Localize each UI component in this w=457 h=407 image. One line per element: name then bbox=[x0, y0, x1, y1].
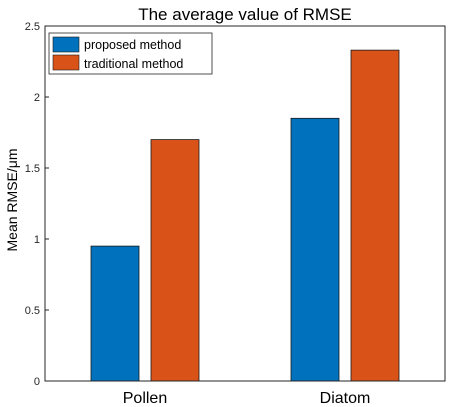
legend-swatch-proposed bbox=[52, 36, 80, 53]
y-tick-label: 1.5 bbox=[25, 163, 40, 175]
y-tick-label: 2 bbox=[34, 92, 40, 104]
bar-diatom-proposed bbox=[290, 117, 340, 382]
legend-label-proposed: proposed method bbox=[84, 38, 181, 52]
y-ticks-group: 0 0.5 1 1.5 2 2.5 bbox=[25, 21, 49, 388]
bar-pollen-proposed bbox=[90, 245, 140, 382]
y-tick-label: 1 bbox=[34, 234, 40, 246]
bars-group bbox=[90, 49, 400, 382]
legend-swatch-traditional bbox=[52, 54, 80, 71]
legend-label-traditional: traditional method bbox=[84, 57, 183, 71]
y-axis-label: Mean RMSE/μm bbox=[4, 149, 20, 252]
y-tick-label: 0 bbox=[34, 376, 40, 388]
plot-frame bbox=[44, 25, 446, 382]
x-categories-group: Pollen Diatom bbox=[123, 390, 371, 407]
bar-diatom-traditional bbox=[350, 49, 400, 382]
y-tick-label: 0.5 bbox=[25, 305, 40, 317]
x-category-label: Diatom bbox=[320, 390, 371, 407]
x-category-label: Pollen bbox=[123, 390, 167, 407]
y-tick-label: 2.5 bbox=[25, 21, 40, 33]
bar-pollen-traditional bbox=[150, 139, 200, 382]
chart-title: The average value of RMSE bbox=[138, 5, 352, 24]
legend: proposed method traditional method bbox=[48, 32, 213, 75]
